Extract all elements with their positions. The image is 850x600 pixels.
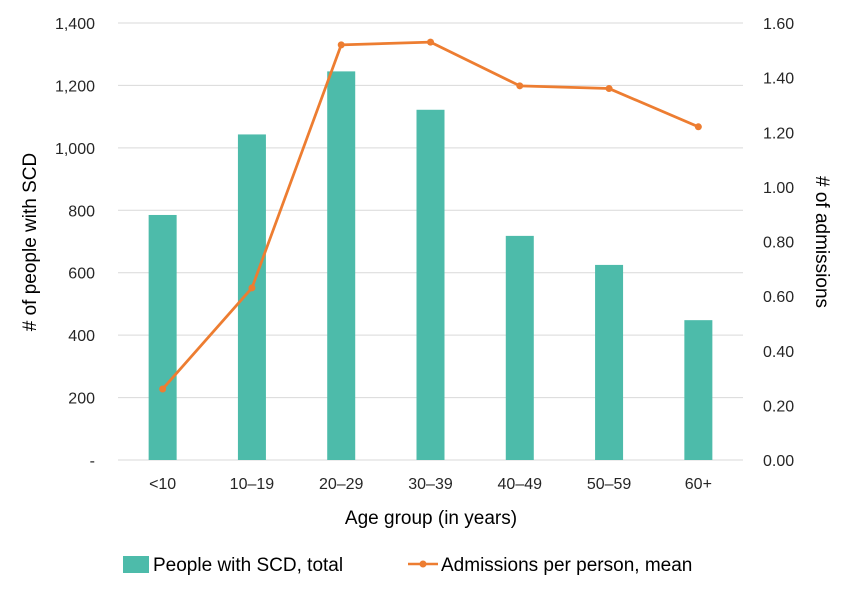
legend-line-label: Admissions per person, mean xyxy=(441,555,692,576)
line-point xyxy=(427,38,434,46)
line-point xyxy=(159,385,167,393)
legend: People with SCD, total Admissions per pe… xyxy=(123,555,692,576)
y2-tick-label: 0.00 xyxy=(763,453,794,470)
y-tick-label: 1,400 xyxy=(55,16,95,33)
line-point xyxy=(605,85,613,93)
line-point xyxy=(516,82,524,90)
y2-tick-label: 0.60 xyxy=(763,289,794,306)
line-point xyxy=(337,41,345,49)
line-point xyxy=(248,284,256,292)
legend-line-marker xyxy=(419,560,427,568)
y-tick-label: 200 xyxy=(68,391,95,408)
y2-tick-label: 0.20 xyxy=(763,398,794,415)
bar xyxy=(684,320,713,460)
x-tick-label: <10 xyxy=(149,476,176,493)
y-tick-label: 600 xyxy=(68,266,95,283)
bar xyxy=(327,71,356,460)
x-tick-label: 30–39 xyxy=(408,476,453,493)
y-axis-title: # of people with SCD xyxy=(20,153,41,332)
x-tick-label: 40–49 xyxy=(498,476,543,493)
legend-bar-swatch xyxy=(123,556,149,573)
line-series xyxy=(159,38,702,393)
axes: - 200 400 600 800 1,000 1,200 1,400 0.00 0.20 0.40… xyxy=(55,16,794,493)
y2-axis-title: # of admissions xyxy=(811,176,832,308)
y2-tick-label: 1.60 xyxy=(763,16,794,33)
bar xyxy=(416,109,445,461)
y2-tick-label: 1.40 xyxy=(763,71,794,88)
y2-tick-label: 0.80 xyxy=(763,235,794,252)
y2-tick-label: 1.00 xyxy=(763,180,794,197)
y2-tick-label: 1.20 xyxy=(763,125,794,142)
bar xyxy=(505,235,534,460)
y-tick-label: - xyxy=(90,453,95,470)
legend-bar-label: People with SCD, total xyxy=(153,555,343,576)
y-tick-label: 400 xyxy=(68,328,95,345)
x-tick-label: 60+ xyxy=(685,476,712,493)
bar xyxy=(148,214,177,460)
y-tick-label: 1,000 xyxy=(55,141,95,158)
bar-series xyxy=(148,71,713,461)
x-tick-label: 10–19 xyxy=(230,476,275,493)
y2-tick-label: 0.40 xyxy=(763,344,794,361)
y-tick-label: 1,200 xyxy=(55,78,95,95)
line-point xyxy=(694,123,702,131)
y-tick-label: 800 xyxy=(68,203,95,220)
x-tick-label: 20–29 xyxy=(319,476,364,493)
x-tick-label: 50–59 xyxy=(587,476,632,493)
x-axis-title: Age group (in years) xyxy=(345,508,517,529)
bar xyxy=(595,264,624,460)
